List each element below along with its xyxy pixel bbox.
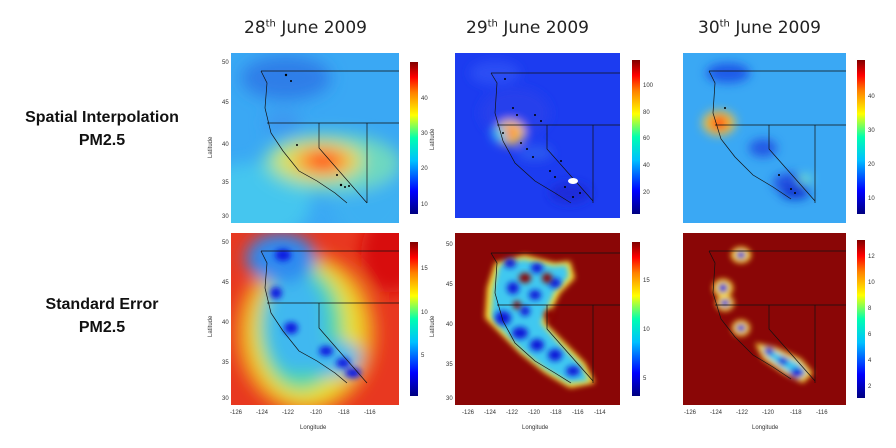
lat-tick: 50 [222, 240, 229, 246]
column-title-30: 30th June 2009 [698, 18, 822, 38]
row-label-standard-error: Standard Error PM2.5 [45, 296, 159, 336]
lat-tick: 50 [222, 60, 229, 66]
colorbar-standard-error-29 [632, 242, 640, 396]
colorbar-tick: 10 [643, 327, 650, 333]
lon-tick: -116 [816, 410, 828, 416]
colorbar-interpolation-29 [632, 60, 640, 214]
x-axis-label: Longitude [752, 425, 779, 431]
lat-tick: 40 [222, 320, 229, 326]
lon-tick: -122 [736, 410, 749, 416]
lon-tick: -122 [506, 410, 519, 416]
colorbar-tick: 100 [643, 83, 654, 89]
colorbar-standard-error-28 [410, 242, 418, 396]
colorbar-tick: 20 [421, 166, 428, 172]
colorbar-tick: 4 [868, 358, 872, 364]
colorbar-interpolation-30 [857, 60, 865, 214]
map-interpolation-29 [455, 53, 620, 218]
colorbar-interpolation-28 [410, 62, 418, 214]
lon-tick: -126 [230, 410, 243, 416]
y-axis-label: Latitude [430, 315, 436, 337]
lon-tick: -126 [684, 410, 697, 416]
lat-tick: 30 [446, 396, 453, 402]
colorbar-tick: 10 [868, 196, 875, 202]
lat-tick: 40 [446, 322, 453, 328]
lon-tick: -118 [550, 410, 562, 416]
colorbar-tick: 12 [868, 254, 875, 260]
colorbar-tick: 40 [421, 96, 428, 102]
lon-tick: -116 [364, 410, 376, 416]
lon-tick: -124 [256, 410, 269, 416]
lon-tick: -116 [572, 410, 584, 416]
row-label-interpolation: Spatial Interpolation PM2.5 [25, 109, 179, 149]
map-standard-error-28 [231, 233, 399, 405]
colorbar-tick: 10 [421, 310, 428, 316]
colorbar-tick: 80 [643, 110, 650, 116]
colorbar-tick: 5 [643, 376, 647, 382]
colorbar-tick: 6 [868, 332, 872, 338]
lat-tick: 45 [222, 100, 229, 106]
lon-tick: -120 [762, 410, 775, 416]
colorbar-tick: 15 [421, 266, 428, 272]
map-standard-error-29 [455, 233, 620, 405]
lat-tick: 50 [446, 242, 453, 248]
lon-tick: -114 [594, 410, 606, 416]
map-interpolation-28 [231, 53, 399, 223]
colorbar-tick: 8 [868, 306, 872, 312]
y-axis-label: Latitude [208, 315, 214, 337]
lon-tick: -122 [282, 410, 295, 416]
lat-tick: 35 [446, 362, 453, 368]
lon-tick: -124 [710, 410, 723, 416]
lon-tick: -120 [528, 410, 541, 416]
lon-tick: -118 [790, 410, 802, 416]
colorbar-tick: 40 [643, 163, 650, 169]
x-axis-label: Longitude [522, 425, 549, 431]
lat-tick: 45 [446, 282, 453, 288]
colorbar-tick: 20 [643, 190, 650, 196]
y-axis-label: Latitude [430, 128, 436, 150]
colorbar-tick: 40 [868, 94, 875, 100]
colorbar-tick: 15 [643, 278, 650, 284]
colorbar-tick: 60 [643, 136, 650, 142]
colorbar-tick: 2 [868, 384, 872, 390]
lat-tick: 30 [222, 214, 229, 220]
colorbar-tick: 30 [868, 128, 875, 134]
colorbar-tick: 10 [421, 202, 428, 208]
map-standard-error-30 [683, 233, 846, 405]
colorbar-tick: 10 [868, 280, 875, 286]
lat-tick: 35 [222, 180, 229, 186]
colorbar-tick: 5 [421, 353, 425, 359]
column-title-28: 28th June 2009 [244, 18, 368, 38]
lat-tick: 40 [222, 142, 229, 148]
lon-tick: -120 [310, 410, 323, 416]
map-interpolation-30 [683, 53, 846, 223]
colorbar-standard-error-30 [857, 240, 865, 398]
lat-tick: 45 [222, 280, 229, 286]
x-axis-label: Longitude [300, 425, 327, 431]
colorbar-tick: 20 [868, 162, 875, 168]
lon-tick: -124 [484, 410, 497, 416]
lon-tick: -118 [338, 410, 350, 416]
lat-tick: 30 [222, 396, 229, 402]
colorbar-tick: 30 [421, 131, 428, 137]
y-axis-label: Latitude [208, 136, 214, 158]
lon-tick: -126 [462, 410, 475, 416]
lat-tick: 35 [222, 360, 229, 366]
column-title-29: 29th June 2009 [466, 18, 590, 38]
